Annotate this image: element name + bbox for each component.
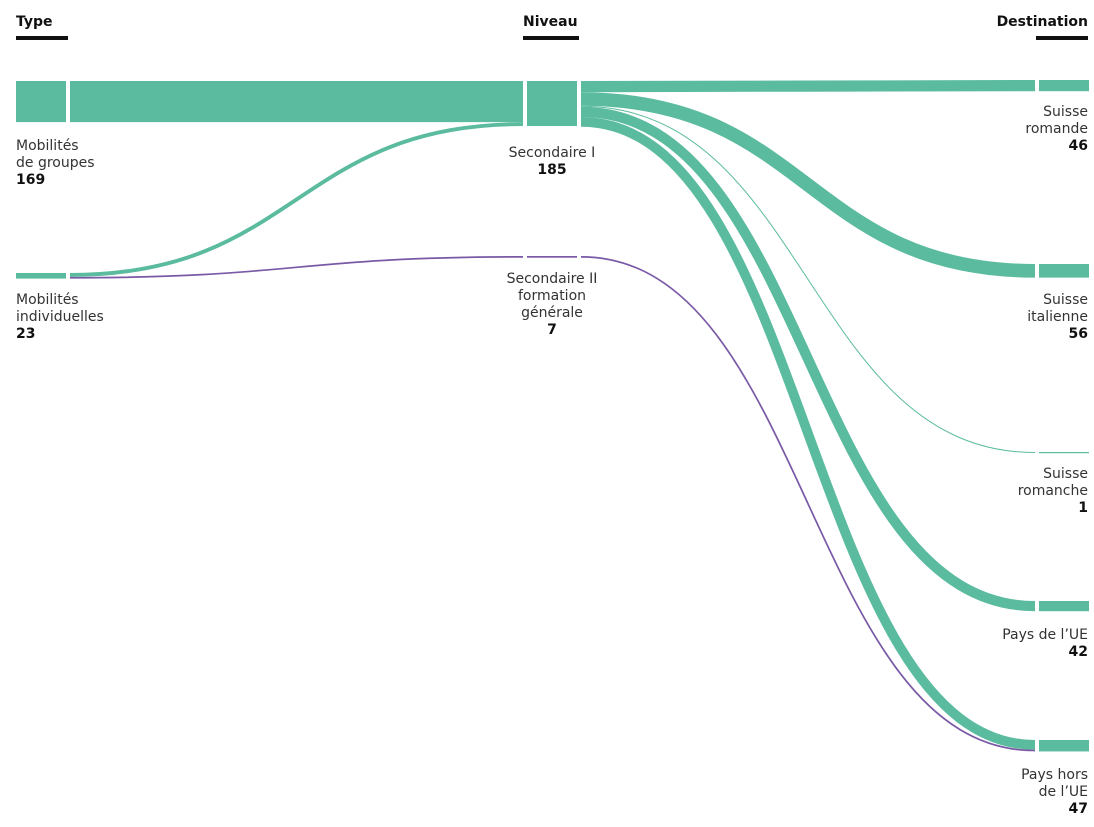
node-label-individuelles: Mobilités individuelles 23	[16, 292, 104, 343]
column-header-niveau-rule	[523, 36, 579, 40]
node-bar-romanche	[1039, 452, 1089, 454]
node-bar-sec2	[527, 256, 577, 258]
node-bar-individuelles	[16, 273, 66, 279]
column-header-type-label: Type	[16, 14, 53, 30]
link-sec2-horsue	[580, 255, 1036, 752]
node-label-ue: Pays de l’UE 42	[1002, 627, 1088, 661]
node-name-sec2: Secondaire II formation générale	[506, 271, 598, 321]
node-name-groupes: Mobilités de groupes	[16, 138, 95, 171]
node-name-sec1: Secondaire I	[508, 145, 596, 161]
node-value-sec1: 185	[537, 162, 567, 178]
node-value-horsue: 47	[1068, 801, 1088, 817]
node-value-italienne: 56	[1068, 326, 1088, 342]
node-value-groupes: 169	[16, 172, 46, 188]
link-individuelles-sec1	[69, 122, 524, 277]
node-name-individuelles: Mobilités individuelles	[16, 292, 104, 325]
node-label-groupes: Mobilités de groupes 169	[16, 138, 95, 189]
node-value-romande: 46	[1068, 138, 1088, 154]
column-header-destination: Destination	[997, 14, 1088, 40]
node-name-romande: Suisse romande	[1025, 104, 1088, 137]
column-header-niveau-label: Niveau	[523, 14, 578, 30]
link-sec1-italienne	[580, 92, 1036, 278]
node-name-italienne: Suisse italienne	[1027, 292, 1088, 325]
node-bar-horsue	[1039, 740, 1089, 752]
node-label-sec1: Secondaire I 185	[472, 145, 632, 179]
node-value-romanche: 1	[1078, 500, 1088, 516]
node-label-romande: Suisse romande 46	[1025, 104, 1088, 155]
node-bar-ue	[1039, 601, 1089, 612]
node-label-sec2: Secondaire II formation générale 7	[472, 271, 632, 339]
column-header-destination-rule	[1036, 36, 1088, 40]
node-bar-groupes	[16, 81, 66, 123]
node-name-horsue: Pays hors de l’UE	[1021, 767, 1088, 800]
node-name-romanche: Suisse romanche	[1017, 466, 1088, 499]
node-value-individuelles: 23	[16, 326, 36, 342]
link-sec1-horsue	[580, 117, 1036, 750]
column-header-destination-label: Destination	[996, 14, 1088, 30]
node-label-italienne: Suisse italienne 56	[1027, 292, 1088, 343]
link-sec1-romande	[580, 80, 1036, 93]
link-sec1-romanche	[580, 105, 1036, 453]
node-label-romanche: Suisse romanche 1	[1018, 466, 1088, 517]
node-bar-sec1	[527, 81, 577, 126]
link-individuelles-sec2	[69, 255, 524, 279]
node-value-sec2: 7	[547, 322, 557, 338]
node-name-ue: Pays de l’UE	[1002, 627, 1088, 643]
node-value-ue: 42	[1068, 644, 1088, 660]
node-label-horsue: Pays hors de l’UE 47	[1021, 767, 1088, 818]
column-header-type: Type	[16, 14, 68, 40]
column-header-type-rule	[16, 36, 68, 40]
node-bar-italienne	[1039, 264, 1089, 278]
link-sec1-ue	[580, 106, 1036, 612]
column-header-niveau: Niveau	[523, 14, 579, 40]
node-bar-romande	[1039, 80, 1089, 92]
